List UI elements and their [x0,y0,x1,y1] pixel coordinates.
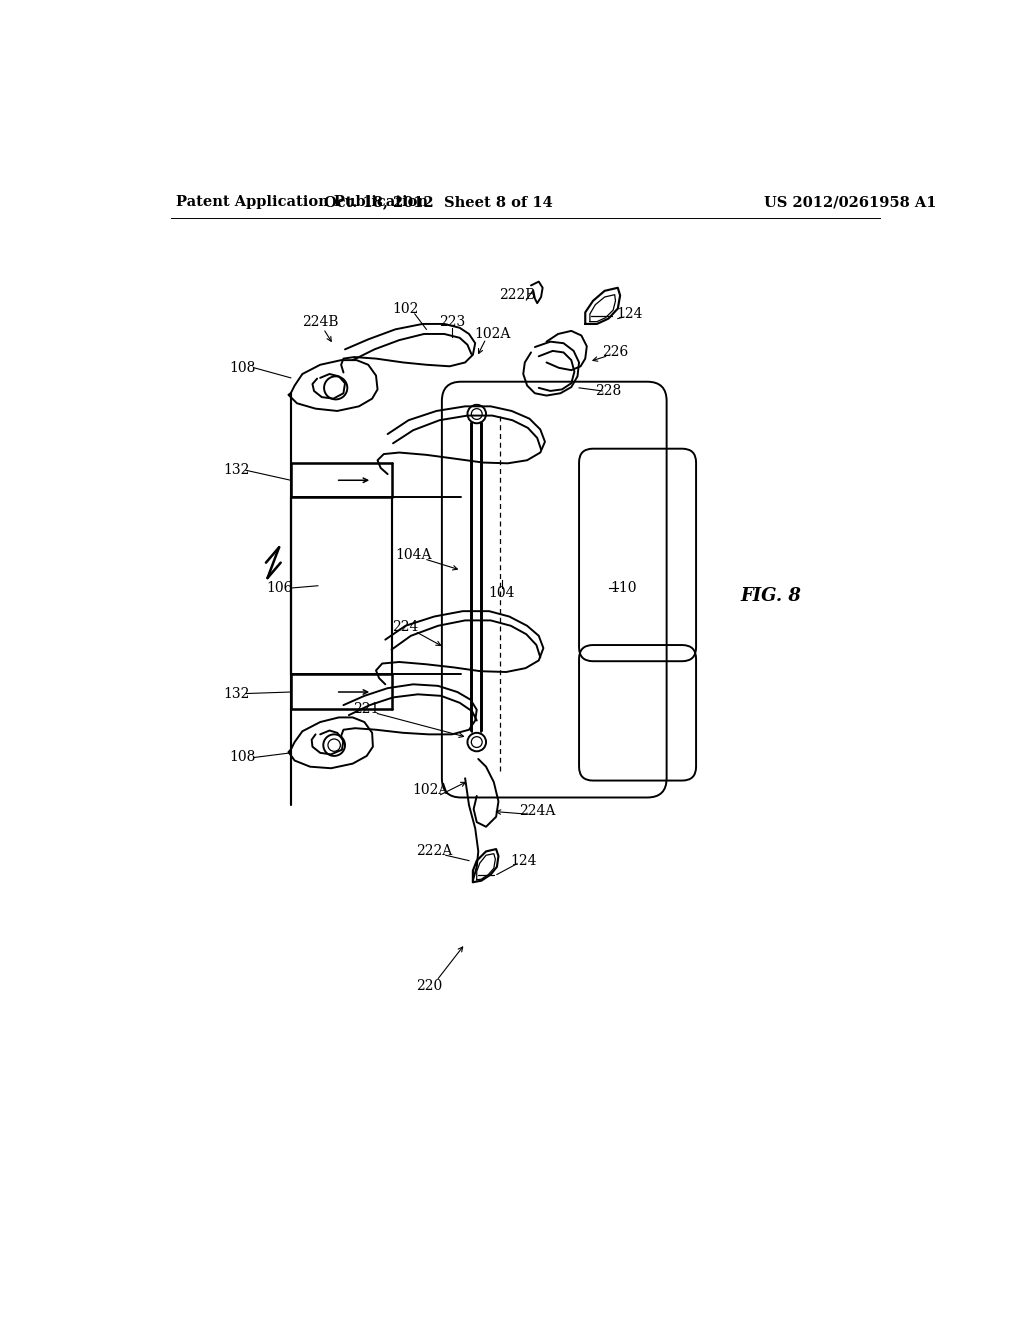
Text: 108: 108 [229,360,256,375]
Text: 226: 226 [601,346,628,359]
Text: Oct. 18, 2012  Sheet 8 of 14: Oct. 18, 2012 Sheet 8 of 14 [324,195,552,209]
Text: 222B: 222B [499,289,536,302]
Text: 223: 223 [439,315,465,330]
Text: 102: 102 [392,301,419,315]
Text: 102A: 102A [474,327,510,341]
Text: 228: 228 [595,384,622,397]
Text: 104: 104 [488,586,515,601]
Text: 221: 221 [353,702,380,715]
Text: 132: 132 [223,686,250,701]
Text: FIG. 8: FIG. 8 [740,587,801,605]
Text: 222A: 222A [416,845,453,858]
Text: 224B: 224B [302,315,339,330]
Text: 220: 220 [416,979,441,993]
Text: 224A: 224A [519,804,555,818]
Text: Patent Application Publication: Patent Application Publication [176,195,428,209]
Text: 108: 108 [229,751,256,764]
Text: 106: 106 [266,581,292,595]
Text: 124: 124 [510,854,537,867]
Text: US 2012/0261958 A1: US 2012/0261958 A1 [764,195,936,209]
Text: 110: 110 [610,581,637,595]
Text: 104A: 104A [395,548,431,562]
Text: 102A: 102A [412,783,449,797]
Text: 132: 132 [223,463,250,478]
Text: 224: 224 [392,619,419,634]
Text: 124: 124 [616,308,643,321]
